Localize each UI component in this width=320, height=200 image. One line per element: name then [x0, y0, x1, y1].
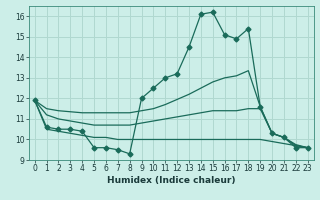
- X-axis label: Humidex (Indice chaleur): Humidex (Indice chaleur): [107, 176, 236, 185]
